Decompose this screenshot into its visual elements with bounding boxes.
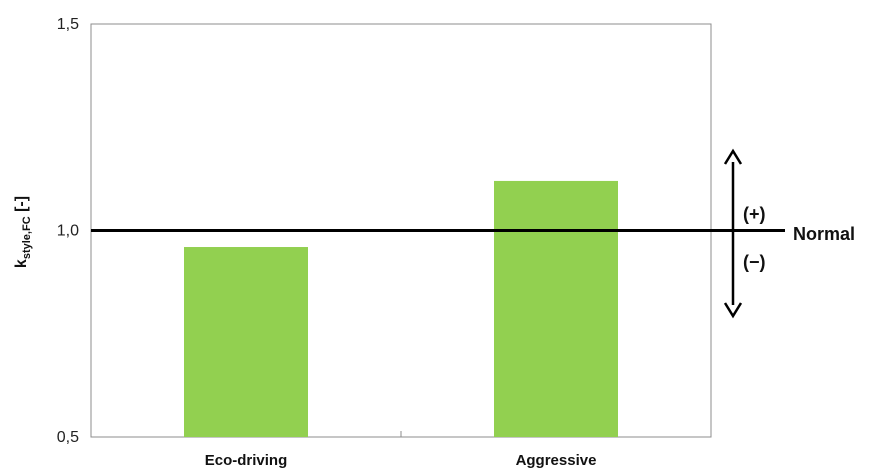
plus-annotation: (+) [743,204,766,224]
y-ticks: 0,5 1,0 1,5 [57,16,79,446]
y-axis-label-main: k [13,259,30,268]
bar-eco-driving [184,247,308,437]
y-tick-label: 1,5 [57,16,79,33]
y-tick-label: 0,5 [57,429,79,446]
y-axis-label-sub: style,FC [21,216,33,259]
minus-annotation: (−) [743,252,766,272]
double-arrow-icon [723,148,743,319]
x-tick-label: Aggressive [516,452,597,469]
x-tick-label: Eco-driving [205,452,288,469]
bar-aggressive [494,180,618,437]
reference-line-label: Normal [793,224,855,244]
bars [184,180,618,437]
y-tick-label: 1,0 [57,223,79,240]
y-axis-label: kstyle,FC [-] [13,196,33,268]
x-categories: Eco-driving Aggressive [205,452,597,469]
y-axis-label-unit: [-] [13,196,30,216]
